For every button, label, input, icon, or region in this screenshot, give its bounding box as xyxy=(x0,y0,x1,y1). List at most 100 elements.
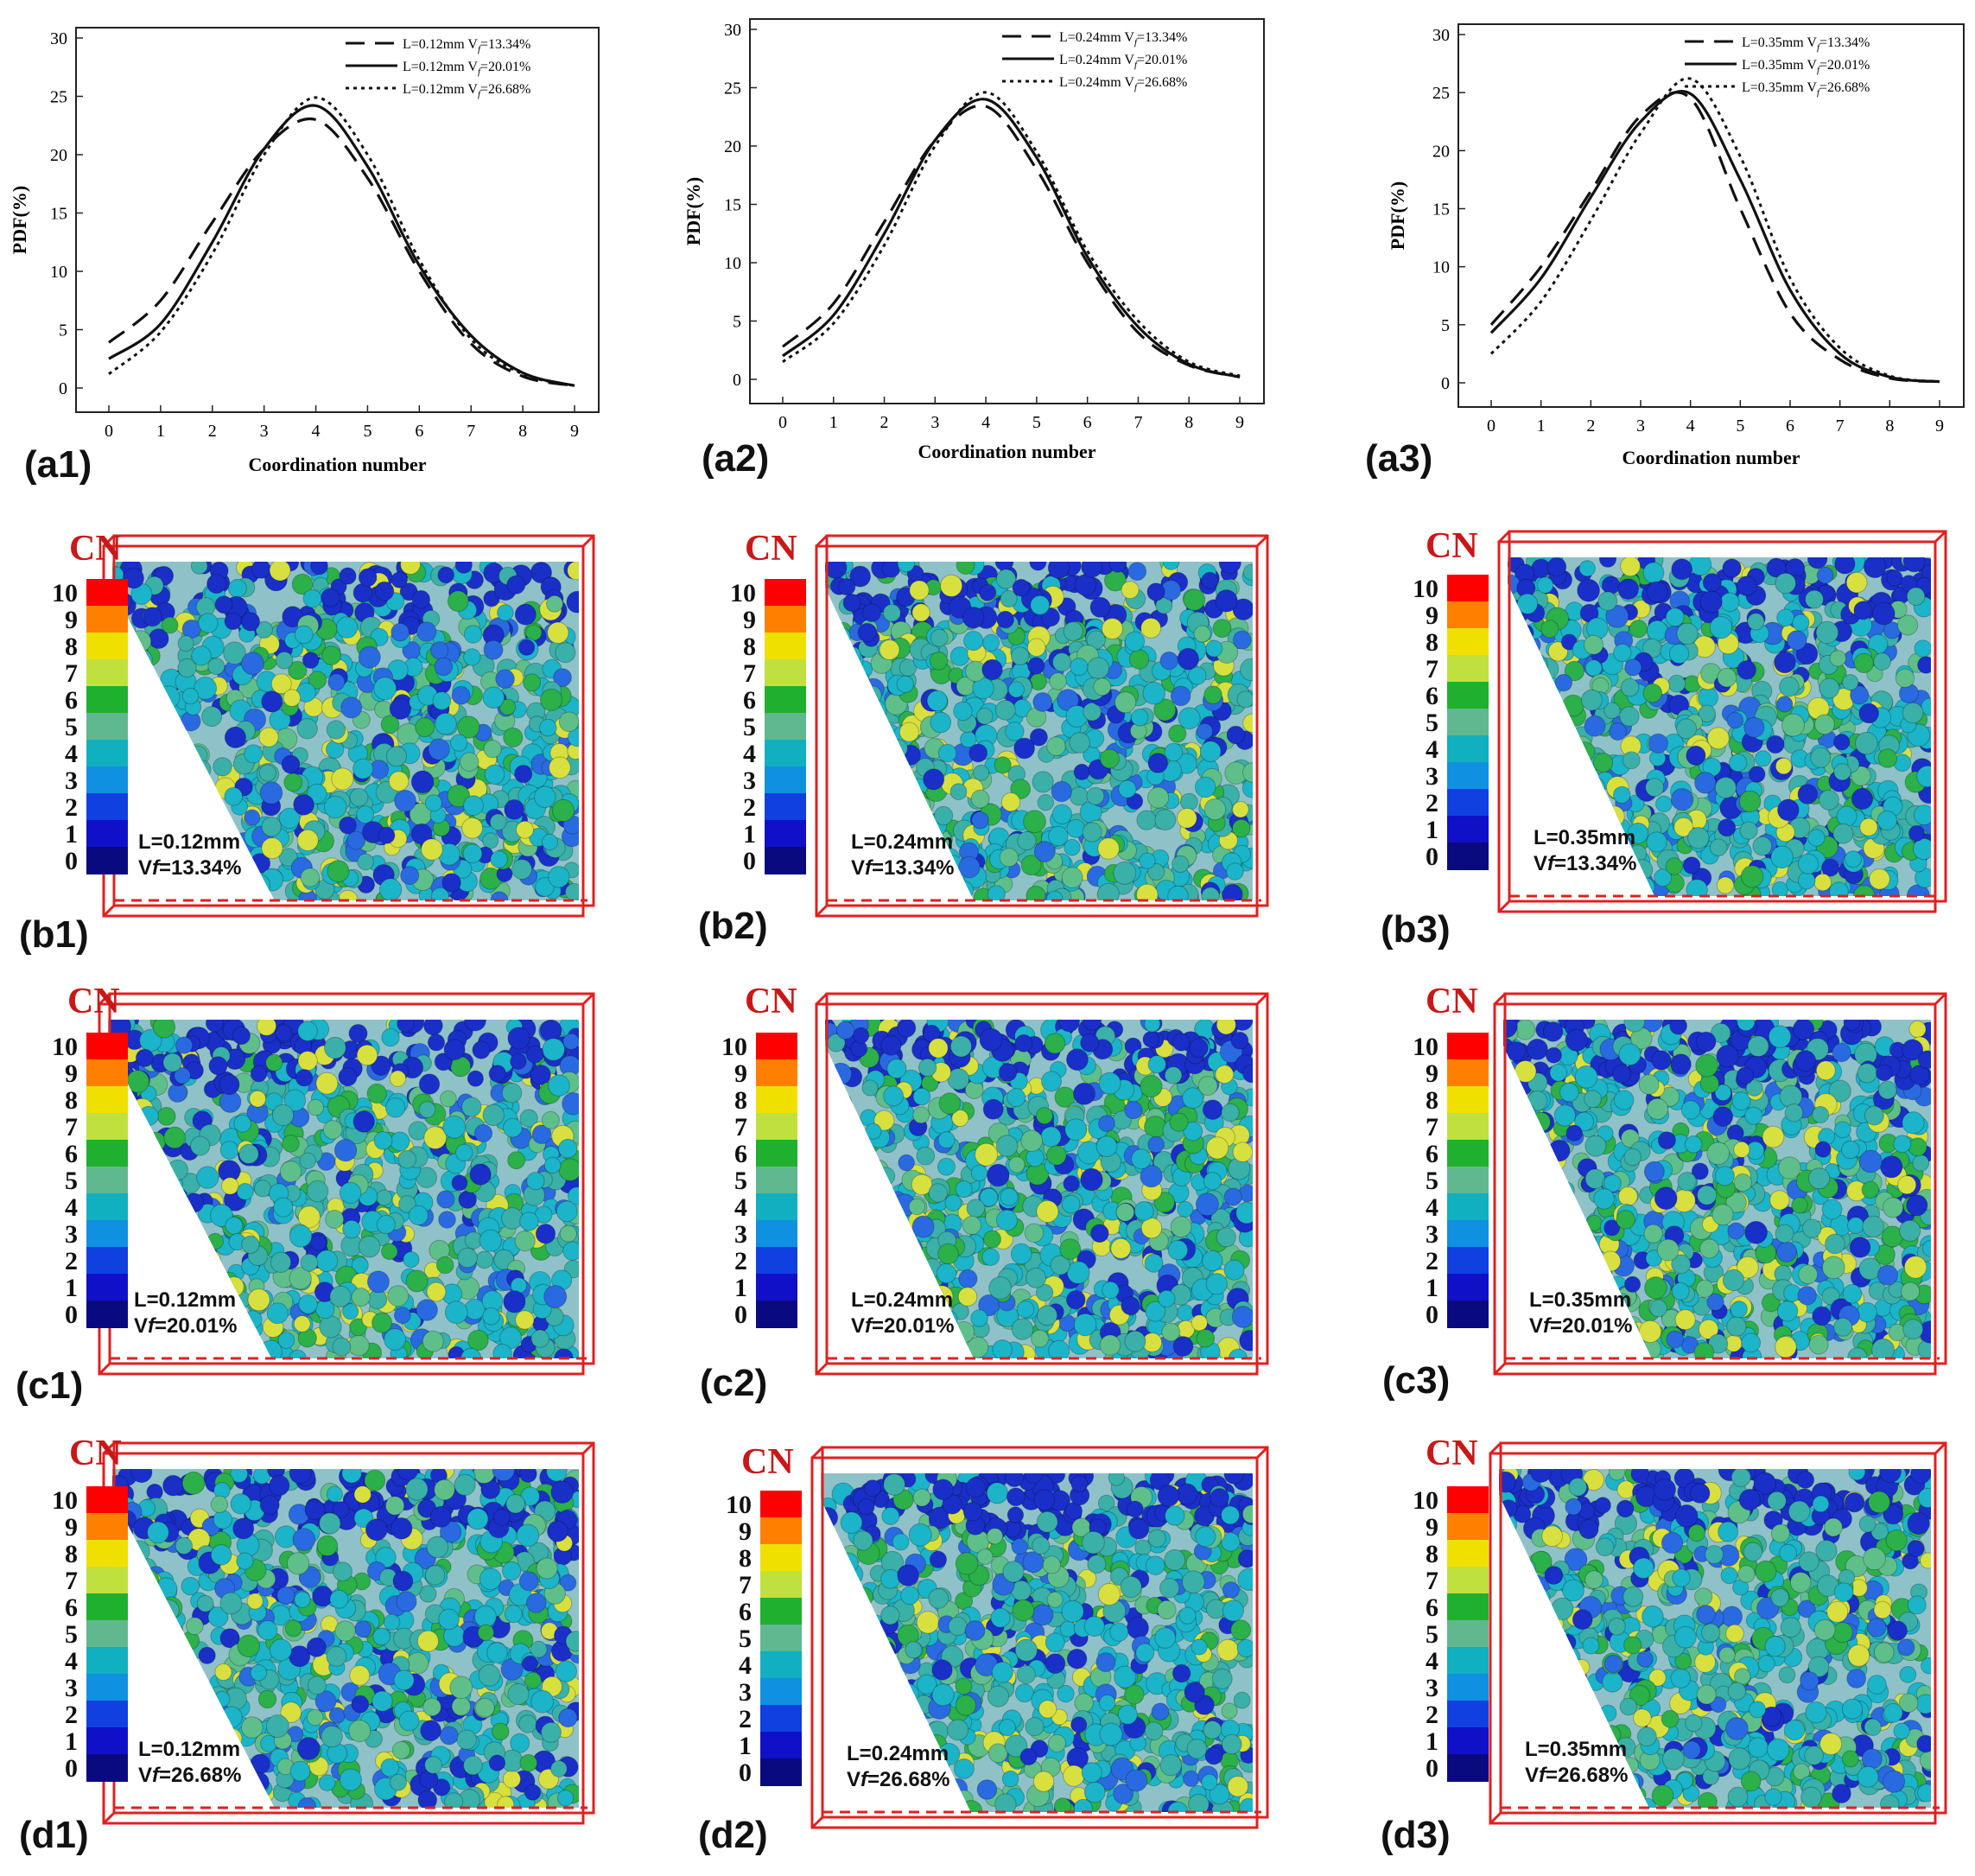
x-tick-label: 0 xyxy=(105,422,113,441)
particle xyxy=(282,1135,300,1153)
legend-entry-subscript: f xyxy=(1817,87,1821,98)
particle xyxy=(1902,702,1924,724)
particle xyxy=(1081,562,1103,578)
colorbar-title: CN xyxy=(69,529,122,569)
particle xyxy=(1040,1126,1062,1148)
particle xyxy=(847,667,866,685)
particle xyxy=(1737,576,1757,596)
particle xyxy=(897,562,916,573)
particle xyxy=(1023,810,1046,834)
x-tick-label: 5 xyxy=(1032,413,1041,432)
particle xyxy=(848,803,871,825)
particle xyxy=(1912,837,1931,861)
particle xyxy=(1508,845,1525,868)
particle xyxy=(1000,792,1021,812)
particle xyxy=(966,1199,986,1218)
particle xyxy=(829,703,852,727)
particle xyxy=(1706,727,1730,750)
colorbar-tick-label: 2 xyxy=(65,793,78,822)
colorbar-segment xyxy=(756,1033,797,1060)
particle xyxy=(349,787,369,807)
colorbar-segment xyxy=(1447,682,1489,709)
particle xyxy=(326,720,346,740)
particle xyxy=(1819,789,1839,811)
particle xyxy=(306,1180,329,1203)
x-axis-label: Coordination number xyxy=(249,454,427,475)
particle xyxy=(144,692,167,715)
particle xyxy=(213,757,232,777)
particle xyxy=(1591,872,1614,893)
particle xyxy=(1099,1334,1121,1356)
particle xyxy=(137,1266,160,1289)
particle xyxy=(996,1209,1018,1231)
particle xyxy=(1147,1135,1165,1154)
particle xyxy=(879,639,900,660)
particle xyxy=(1709,615,1733,639)
particle xyxy=(1619,706,1640,727)
particle xyxy=(1877,810,1898,831)
particle xyxy=(293,1315,311,1332)
particle xyxy=(356,1044,378,1066)
particle xyxy=(1908,824,1925,842)
particle xyxy=(1587,794,1610,817)
particle xyxy=(1556,731,1580,755)
particle xyxy=(148,1193,168,1213)
particle xyxy=(483,590,500,607)
length-label: L=0.24mm xyxy=(851,830,953,854)
particle xyxy=(1555,746,1575,766)
colorbar-segment xyxy=(86,606,128,633)
particle xyxy=(219,1141,239,1160)
particle xyxy=(250,1065,268,1083)
particle xyxy=(865,1233,886,1255)
particle xyxy=(1128,649,1150,670)
particle xyxy=(1140,1075,1163,1098)
particle xyxy=(1536,576,1554,595)
x-tick-label: 2 xyxy=(880,413,889,432)
particle xyxy=(184,1336,203,1355)
particle xyxy=(1519,875,1539,894)
particle xyxy=(1842,674,1859,691)
particle xyxy=(826,660,850,684)
particle xyxy=(137,683,156,702)
particle xyxy=(376,1189,393,1206)
particle xyxy=(198,613,219,633)
particle xyxy=(1557,771,1577,791)
legend-entry-prefix: L=0.35mm V xyxy=(1742,58,1817,73)
y-tick-label: 0 xyxy=(1441,374,1450,393)
particle xyxy=(167,1210,188,1231)
particle xyxy=(1235,1201,1253,1224)
particle xyxy=(1215,589,1238,613)
particle xyxy=(168,783,187,801)
colorbar-tick-label: 10 xyxy=(52,579,78,607)
particle xyxy=(827,1196,848,1218)
particle xyxy=(870,1249,889,1268)
vf-value: =13.34% xyxy=(1554,852,1636,875)
particle xyxy=(839,746,856,763)
particle xyxy=(825,1276,842,1300)
particle xyxy=(847,878,870,900)
particle xyxy=(1172,1033,1191,1052)
particle xyxy=(1503,1183,1521,1206)
particle xyxy=(144,811,163,830)
particle xyxy=(541,833,559,851)
particle xyxy=(889,792,906,809)
particle xyxy=(437,566,455,584)
particle xyxy=(462,843,483,864)
colorbar-segment xyxy=(1447,735,1489,763)
particle xyxy=(1063,1175,1080,1192)
particle xyxy=(146,802,164,821)
box-frame-edge xyxy=(1255,992,1269,1006)
y-tick-label: 20 xyxy=(50,146,67,165)
particle xyxy=(327,860,350,883)
particle xyxy=(1564,782,1585,803)
colorbar-tick-label: 6 xyxy=(1426,682,1438,710)
particle xyxy=(147,712,167,733)
particle xyxy=(205,1020,224,1033)
particle xyxy=(441,873,461,893)
particle xyxy=(159,1259,183,1282)
particle xyxy=(1543,800,1563,819)
particle xyxy=(1578,560,1596,577)
colorbar-tick-label: 6 xyxy=(743,686,756,715)
y-tick-label: 30 xyxy=(724,21,741,40)
particle xyxy=(1739,821,1758,840)
